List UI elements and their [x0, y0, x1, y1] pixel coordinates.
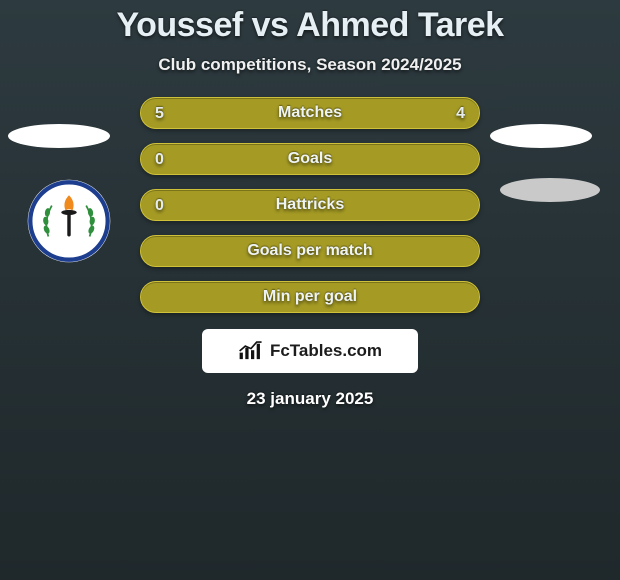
stat-label: Goals per match — [247, 242, 372, 260]
stat-row-goals: 0 Goals — [140, 143, 480, 175]
stat-row-min-per-goal: Min per goal — [140, 281, 480, 313]
page-subtitle: Club competitions, Season 2024/2025 — [158, 55, 461, 75]
brand-text: FcTables.com — [270, 341, 382, 361]
stat-left-value: 0 — [155, 190, 164, 222]
stat-left-value: 0 — [155, 144, 164, 176]
stat-label: Hattricks — [276, 196, 344, 214]
stat-label: Min per goal — [263, 288, 357, 306]
page-title: Youssef vs Ahmed Tarek — [116, 6, 503, 45]
stats-table: 5 Matches 4 0 Goals 0 Hattricks Goals pe… — [0, 97, 620, 313]
stat-row-matches: 5 Matches 4 — [140, 97, 480, 129]
stat-right-value: 4 — [456, 98, 465, 130]
stat-label: Matches — [278, 104, 342, 122]
stat-left-value: 5 — [155, 98, 164, 130]
bar-chart-icon — [238, 341, 264, 361]
stat-row-hattricks: 0 Hattricks — [140, 189, 480, 221]
stat-label: Goals — [288, 150, 332, 168]
stat-row-goals-per-match: Goals per match — [140, 235, 480, 267]
snapshot-date: 23 january 2025 — [247, 389, 374, 409]
brand-watermark[interactable]: FcTables.com — [202, 329, 418, 373]
